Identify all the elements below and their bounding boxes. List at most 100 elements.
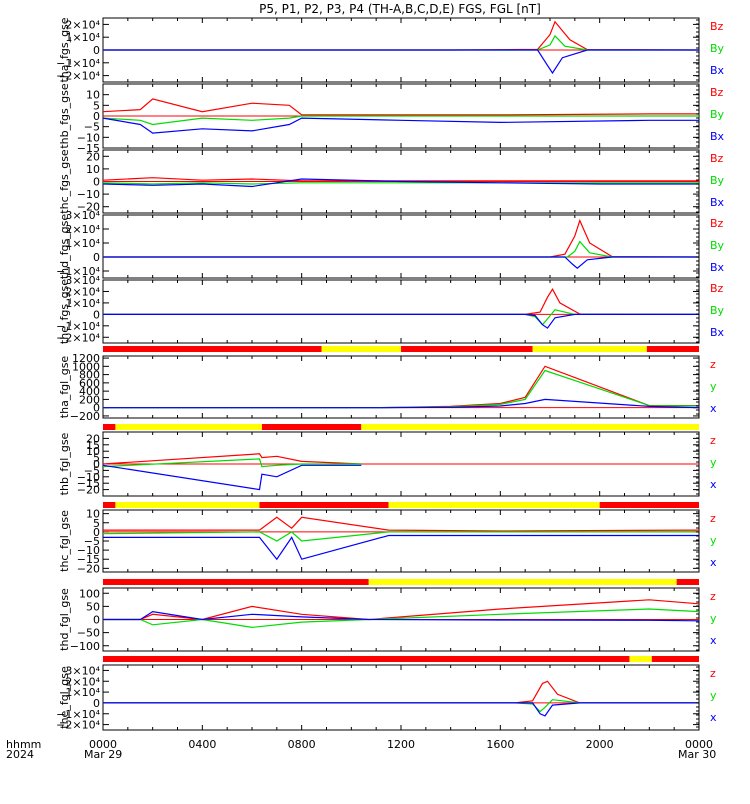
mode-bar-segment [599, 502, 699, 508]
y-tick-label: 0 [93, 110, 100, 123]
legend-Bx: Bx [710, 130, 725, 143]
legend-y: y [710, 456, 717, 469]
mode-bar-segment [532, 346, 647, 352]
mode-bar-3 [103, 502, 699, 508]
y-tick-label: 3×10⁴ [65, 209, 100, 222]
legend-z: z [710, 667, 716, 680]
legend-y: y [710, 534, 717, 547]
legend-Bz: Bz [710, 86, 724, 99]
y-tick-label: −1×10⁴ [56, 320, 100, 333]
panel-frame [102, 509, 700, 573]
y-tick-label: 20 [86, 150, 100, 163]
series-line-y [103, 608, 700, 629]
y-tick-label: −10 [77, 544, 100, 557]
x-tick-label: 1600 [486, 738, 514, 751]
mode-bar-segment [388, 502, 600, 508]
series-line-z [103, 599, 700, 621]
y-tick-label: −20 [77, 484, 100, 497]
legend-By: By [710, 42, 725, 55]
end-date-label: Mar 30 [678, 748, 716, 761]
mode-bar-segment [401, 346, 533, 352]
y-tick-label: 0 [93, 458, 100, 471]
y-tick-label: −2×10⁴ [56, 331, 100, 344]
y-axis-label: thc_fgl_gse [58, 510, 71, 572]
y-axis-label: tha_fgs_gse [58, 17, 71, 82]
legend-z: z [710, 358, 716, 371]
mode-bar-segment [115, 502, 260, 508]
mode-bar-1 [103, 346, 699, 352]
mode-bar-segment [103, 656, 630, 662]
legend-By: By [710, 108, 725, 121]
x-tick-label: 0800 [288, 738, 316, 751]
y-tick-label: 0 [93, 697, 100, 710]
legend-Bx: Bx [710, 196, 725, 209]
legend-y: y [710, 380, 717, 393]
mode-bar-segment [103, 346, 322, 352]
y-tick-label: 0 [93, 308, 100, 321]
x-tick-label: 2000 [586, 738, 614, 751]
series-line-Bz [102, 98, 699, 116]
y-tick-label: −5 [84, 535, 100, 548]
y-tick-label: 0 [93, 526, 100, 539]
legend-x: x [710, 402, 717, 415]
y-tick-label: 3×10⁴ [65, 274, 100, 287]
y-tick-label: 600 [79, 377, 100, 390]
panel-frame [102, 355, 700, 419]
y-tick-label: −2×10⁴ [56, 719, 100, 732]
legend-x: x [710, 478, 717, 491]
y-tick-label: −15 [77, 553, 100, 566]
mode-bar-5 [103, 656, 699, 662]
y-tick-label: 100 [79, 587, 100, 600]
panel-frame [102, 214, 700, 279]
y-axis-label: thb_fgs_gse [58, 83, 71, 149]
y-tick-label: 10 [86, 163, 100, 176]
series-line-x [103, 398, 700, 409]
y-tick-label: 5 [93, 517, 100, 530]
y-tick-label: 20 [86, 432, 100, 445]
y-tick-label: −1×10⁴ [56, 265, 100, 278]
y-tick-label: 2×10⁴ [65, 18, 100, 31]
year-label: 2024 [6, 748, 34, 761]
mode-bar-segment [261, 424, 362, 430]
legend-Bz: Bz [710, 152, 724, 165]
y-axis-label: the_fgl_gse [58, 666, 71, 729]
y-tick-label: 2×10⁴ [65, 223, 100, 236]
y-axis-label: thb_fgl_gse [58, 432, 71, 495]
y-tick-label: −1×10⁴ [56, 708, 100, 721]
y-tick-label: −100 [70, 640, 100, 653]
legend-x: x [710, 556, 717, 569]
mode-bar-segment [368, 579, 677, 585]
y-tick-label: −10 [77, 471, 100, 484]
y-tick-label: −200 [70, 410, 100, 423]
series-line-By [102, 115, 699, 126]
chart-title: P5, P1, P2, P3, P4 (TH-A,B,C,D,E) FGS, F… [259, 2, 541, 16]
series-line-x [102, 464, 362, 491]
legend-z: z [710, 590, 716, 603]
y-tick-label: −10 [77, 188, 100, 201]
y-tick-label: −15 [77, 477, 100, 490]
y-tick-label: 10 [86, 89, 100, 102]
y-tick-label: 0 [93, 614, 100, 627]
time-axis: hhmm 2024 Mar 29 Mar 30 0000 0400 0800 1200… [6, 738, 716, 761]
y-tick-label: −2×10⁴ [56, 70, 100, 83]
y-tick-label: 2×10⁴ [65, 285, 100, 298]
legend-Bx: Bx [710, 261, 725, 274]
y-axis-label: tha_fgl_gse [58, 356, 71, 419]
legend-Bz: Bz [710, 20, 724, 33]
series-line-z [103, 516, 700, 532]
y-tick-label: −20 [77, 562, 100, 575]
mode-bar-segment [103, 424, 116, 430]
mode-bar-segment [361, 424, 699, 430]
y-axis-label: the_fgs_gse [58, 279, 71, 344]
mode-bar-segment [321, 346, 401, 352]
y-tick-label: 1200 [72, 352, 100, 365]
y-tick-label: 10 [86, 508, 100, 521]
series-line-Bx [102, 178, 699, 188]
